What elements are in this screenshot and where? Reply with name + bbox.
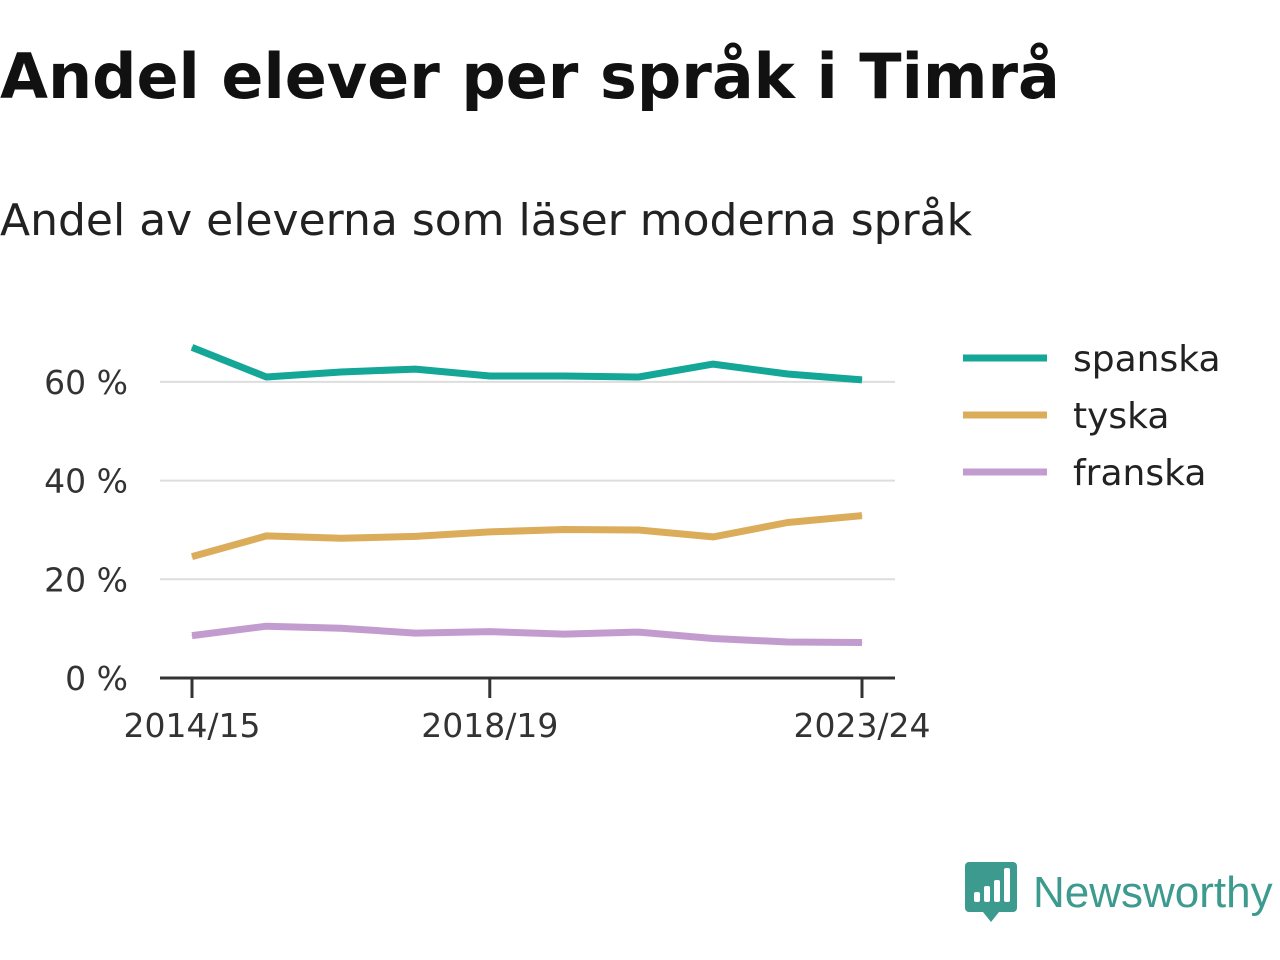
data-point-franska (414, 632, 416, 634)
data-point-franska (191, 635, 193, 637)
data-point-tyska (414, 535, 416, 537)
legend-label-tyska: tyska (1073, 396, 1169, 437)
series-lines (190, 344, 863, 646)
data-point-spanska (489, 375, 491, 377)
data-point-spanska (563, 375, 565, 377)
data-point-spanska (340, 371, 342, 373)
data-point-tyska (638, 529, 640, 531)
y-axis-labels: 0 % 20 % 40 % 60 % (44, 363, 128, 698)
y-tick-label: 60 % (44, 363, 128, 402)
data-point-tyska (787, 522, 789, 524)
x-axis (160, 676, 895, 698)
y-tick-label: 40 % (44, 462, 128, 501)
data-point-spanska (265, 376, 267, 378)
data-point-franska (489, 631, 491, 633)
y-tick-label: 0 % (65, 659, 128, 698)
chart-title: Andel elever per språk i Timrå (0, 40, 1060, 113)
x-tick-label: 2018/19 (421, 706, 558, 745)
series-line-spanska (190, 344, 863, 384)
series-line-tyska (191, 512, 863, 560)
x-tick-label: 2023/24 (793, 706, 930, 745)
grid-lines (160, 380, 895, 581)
y-tick-label: 20 % (44, 560, 128, 599)
data-point-franska (638, 631, 640, 633)
brand-name: Newsworthy (1033, 868, 1273, 917)
series-line-franska (191, 622, 863, 646)
legend-label-spanska: spanska (1073, 339, 1221, 380)
legend-label-franska: franska (1073, 453, 1206, 494)
data-point-franska (563, 633, 565, 635)
data-point-tyska (489, 531, 491, 533)
data-point-tyska (340, 537, 342, 539)
data-point-franska (787, 641, 789, 643)
data-point-spanska (712, 363, 714, 365)
data-point-franska (861, 641, 863, 643)
data-point-spanska (861, 379, 863, 381)
x-axis-labels: 2014/15 2018/19 2023/24 (123, 706, 930, 745)
x-tick-label: 2014/15 (123, 706, 260, 745)
data-point-spanska (638, 376, 640, 378)
legend: spanska tyska franska (963, 339, 1221, 494)
data-point-franska (712, 638, 714, 640)
data-point-spanska (787, 373, 789, 375)
data-point-tyska (191, 556, 193, 558)
data-point-spanska (414, 368, 416, 370)
data-point-tyska (861, 515, 863, 517)
chart-subtitle: Andel av eleverna som läser moderna språ… (0, 195, 973, 246)
brand-logo: Newsworthy (965, 862, 1273, 924)
newsworthy-logo-icon (965, 862, 1017, 922)
data-point-franska (340, 627, 342, 629)
data-point-franska (265, 625, 267, 627)
data-point-tyska (265, 535, 267, 537)
data-point-tyska (712, 536, 714, 538)
data-point-spanska (191, 346, 193, 348)
data-point-tyska (563, 528, 565, 530)
